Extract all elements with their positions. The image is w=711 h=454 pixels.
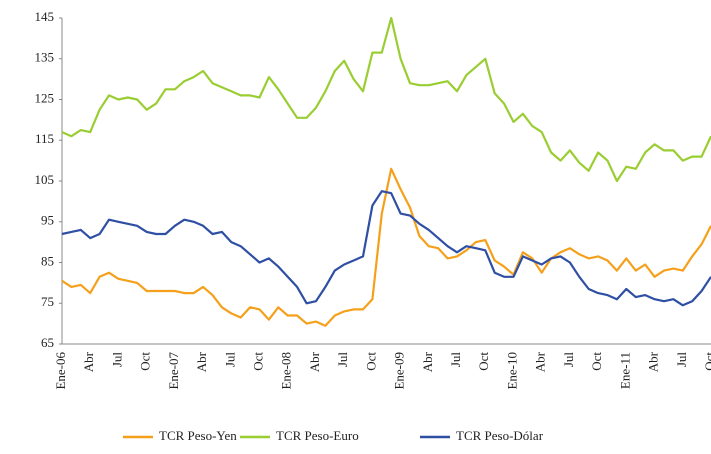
x-tick-label: Abr	[533, 351, 548, 372]
x-tick-label: Oct	[476, 352, 491, 371]
y-tick-label: 135	[35, 50, 55, 65]
x-tick-label: Jul	[448, 352, 463, 368]
x-tick-label: Abr	[646, 351, 661, 372]
x-tick-label: Ene-09	[392, 352, 407, 390]
x-tick-label: Jul	[674, 352, 689, 368]
x-tick-label: Abr	[307, 351, 322, 372]
y-tick-label: 105	[35, 172, 55, 187]
x-tick-label: Jul	[561, 352, 576, 368]
x-tick-label: Ene-08	[279, 352, 294, 390]
y-tick-label: 115	[35, 131, 54, 146]
x-tick-label: Ene-10	[504, 352, 519, 390]
legend-label: TCR Peso-Euro	[276, 428, 359, 443]
x-tick-label: Oct	[251, 352, 266, 371]
x-tick-label: Oct	[138, 352, 153, 371]
x-tick-label: Jul	[335, 352, 350, 368]
x-tick-label: Jul	[222, 352, 237, 368]
y-tick-label: 95	[41, 213, 54, 228]
line-series	[61, 190, 711, 307]
x-tick-label: Abr	[194, 351, 209, 372]
x-tick-label: Ene-07	[166, 352, 181, 390]
x-tick-label: Abr	[420, 351, 435, 372]
x-tick-label: Ene-06	[53, 352, 68, 390]
x-tick-label: Jul	[109, 352, 124, 368]
legend-label: TCR Peso-Yen	[159, 428, 237, 443]
y-tick-label: 65	[41, 335, 54, 350]
legend-label: TCR Peso-Dólar	[456, 428, 544, 443]
line-series	[61, 16, 711, 183]
y-tick-label: 125	[35, 90, 55, 105]
x-tick-label: Oct	[363, 352, 378, 371]
x-tick-label: Oct	[702, 352, 711, 371]
y-tick-label: 145	[35, 9, 55, 24]
x-tick-label: Oct	[589, 352, 604, 371]
x-tick-label: Ene-11	[617, 352, 632, 389]
y-tick-label: 85	[41, 253, 54, 268]
y-tick-label: 75	[41, 294, 54, 309]
x-tick-label: Abr	[81, 351, 96, 372]
